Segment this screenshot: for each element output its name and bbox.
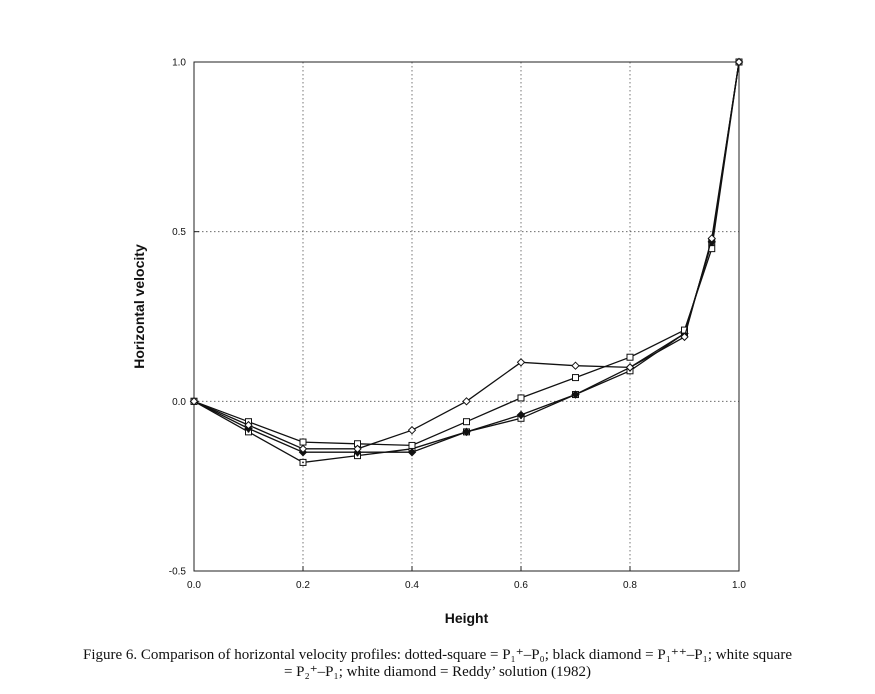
- data-point: [463, 418, 470, 426]
- series-line: [193, 61, 740, 447]
- x-tick-label: 0.8: [623, 580, 637, 591]
- y-axis-title: Horizontal velocity: [131, 244, 147, 369]
- x-tick-label: 0.6: [514, 580, 528, 591]
- plot-frame: [193, 61, 740, 572]
- data-point: [734, 57, 744, 67]
- x-tick-label: 0.4: [405, 580, 419, 591]
- series-black-diamond: [189, 57, 744, 457]
- data-point: [462, 427, 471, 437]
- data-point: [707, 234, 716, 243]
- y-tick-label: 0.5: [172, 227, 186, 238]
- caption-line-1: Figure 6. Comparison of horizontal veloc…: [83, 647, 792, 663]
- data-point: [244, 420, 253, 430]
- x-tick-label: 0.0: [187, 580, 201, 591]
- data-point: [571, 390, 580, 399]
- series-white-diamond: [189, 57, 744, 454]
- data-point: [516, 410, 526, 420]
- data-point: [189, 397, 199, 406]
- data-point: [298, 444, 308, 454]
- data-point: [353, 444, 362, 454]
- series-group: [189, 57, 744, 466]
- data-point: [462, 397, 471, 406]
- data-point: [408, 441, 416, 449]
- data-point: [517, 394, 525, 402]
- data-point: [407, 425, 417, 435]
- axis-ticks: 0.0 0.2 0.4 0.6 0.8 1.0-0.50.00.51.0: [169, 58, 747, 592]
- y-tick-label: 0.0: [172, 397, 186, 408]
- x-tick-label: 0.2: [296, 580, 310, 591]
- series-line: [193, 61, 740, 450]
- series-line: [193, 61, 740, 453]
- data-point: [407, 448, 417, 457]
- data-point: [516, 358, 526, 367]
- x-tick-label: 1.0: [732, 580, 746, 591]
- figure-caption: Figure 6. Comparison of horizontal veloc…: [0, 647, 875, 681]
- data-point: [626, 353, 634, 361]
- data-point: [572, 374, 579, 382]
- y-tick-label: -0.5: [169, 567, 187, 578]
- data-point: [571, 361, 580, 370]
- data-point: [680, 332, 689, 342]
- y-tick-label: 1.0: [172, 58, 186, 69]
- grid-lines: [194, 62, 739, 571]
- data-point: [625, 363, 635, 372]
- x-axis-title: Height: [445, 610, 489, 626]
- data-point: [299, 438, 307, 446]
- series-white-square: [190, 58, 743, 449]
- caption-line-2: = P₂⁺–P₁; white diamond = Reddy’ solutio…: [283, 664, 592, 680]
- data-point-dot: [302, 461, 304, 464]
